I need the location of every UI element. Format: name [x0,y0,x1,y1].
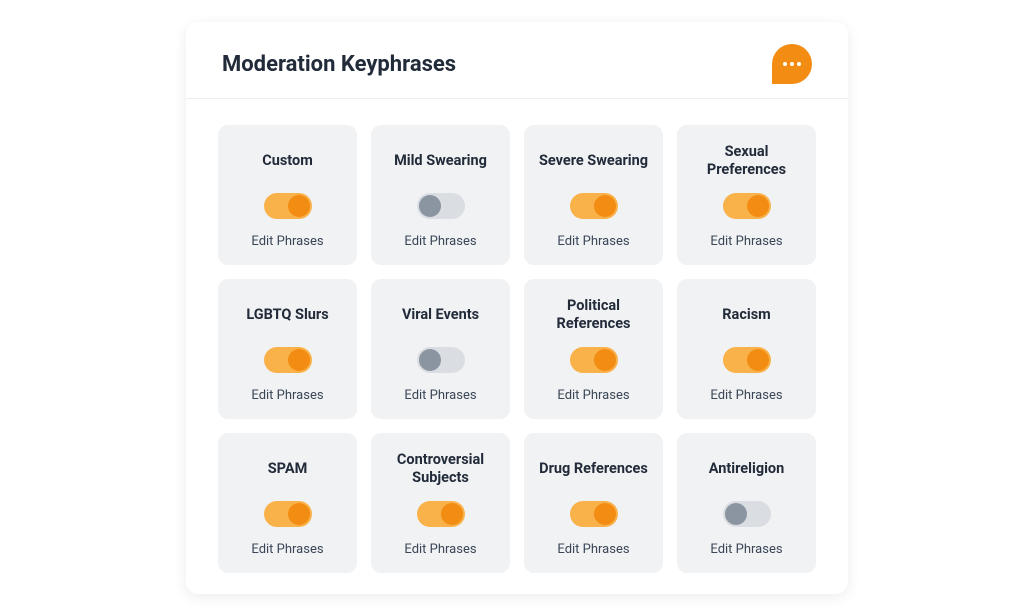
toggle-knob [419,195,441,217]
more-menu-button[interactable] [772,44,812,84]
toggle-knob [288,503,310,525]
enable-toggle[interactable] [264,347,312,373]
edit-phrases-link[interactable]: Edit Phrases [710,542,782,557]
enable-toggle[interactable] [417,193,465,219]
toggle-knob [725,503,747,525]
page-title: Moderation Keyphrases [222,52,456,77]
toggle-knob [747,349,769,371]
panel-header: Moderation Keyphrases [186,22,848,99]
keyphrase-card: LGBTQ Slurs Edit Phrases [218,279,357,419]
keyphrase-card: SPAM Edit Phrases [218,433,357,573]
keyphrase-card: Racism Edit Phrases [677,279,816,419]
enable-toggle[interactable] [264,501,312,527]
edit-phrases-link[interactable]: Edit Phrases [404,234,476,249]
keyphrase-card: Controversial Subjects Edit Phrases [371,433,510,573]
keyphrase-card: Mild Swearing Edit Phrases [371,125,510,265]
moderation-panel: Moderation Keyphrases Custom Edit Phrases… [186,22,848,594]
card-title: SPAM [268,451,308,487]
enable-toggle[interactable] [570,193,618,219]
enable-toggle[interactable] [417,501,465,527]
toggle-knob [419,349,441,371]
enable-toggle[interactable] [723,193,771,219]
edit-phrases-link[interactable]: Edit Phrases [557,388,629,403]
card-title: Drug References [539,451,648,487]
toggle-knob [441,503,463,525]
card-title: Racism [722,297,770,333]
edit-phrases-link[interactable]: Edit Phrases [710,234,782,249]
card-title: LGBTQ Slurs [246,297,328,333]
enable-toggle[interactable] [570,347,618,373]
keyphrase-card: Viral Events Edit Phrases [371,279,510,419]
enable-toggle[interactable] [723,501,771,527]
card-title: Antireligion [709,451,785,487]
card-title: Mild Swearing [394,143,487,179]
toggle-knob [594,349,616,371]
keyphrase-card: Antireligion Edit Phrases [677,433,816,573]
enable-toggle[interactable] [723,347,771,373]
enable-toggle[interactable] [417,347,465,373]
keyphrase-card: Drug References Edit Phrases [524,433,663,573]
more-icon [783,62,801,66]
toggle-knob [594,195,616,217]
edit-phrases-link[interactable]: Edit Phrases [404,388,476,403]
toggle-knob [288,349,310,371]
card-title: Controversial Subjects [379,451,502,487]
edit-phrases-link[interactable]: Edit Phrases [710,388,782,403]
card-title: Political References [532,297,655,333]
edit-phrases-link[interactable]: Edit Phrases [404,542,476,557]
card-title: Custom [262,143,313,179]
keyphrase-card: Custom Edit Phrases [218,125,357,265]
card-title: Severe Swearing [539,143,648,179]
card-grid: Custom Edit Phrases Mild Swearing Edit Phra… [186,99,848,583]
edit-phrases-link[interactable]: Edit Phrases [251,542,323,557]
toggle-knob [747,195,769,217]
edit-phrases-link[interactable]: Edit Phrases [251,234,323,249]
card-title: Viral Events [402,297,479,333]
edit-phrases-link[interactable]: Edit Phrases [557,234,629,249]
enable-toggle[interactable] [570,501,618,527]
enable-toggle[interactable] [264,193,312,219]
edit-phrases-link[interactable]: Edit Phrases [557,542,629,557]
card-title: Sexual Preferences [685,143,808,179]
keyphrase-card: Sexual Preferences Edit Phrases [677,125,816,265]
toggle-knob [288,195,310,217]
keyphrase-card: Political References Edit Phrases [524,279,663,419]
keyphrase-card: Severe Swearing Edit Phrases [524,125,663,265]
toggle-knob [594,503,616,525]
edit-phrases-link[interactable]: Edit Phrases [251,388,323,403]
